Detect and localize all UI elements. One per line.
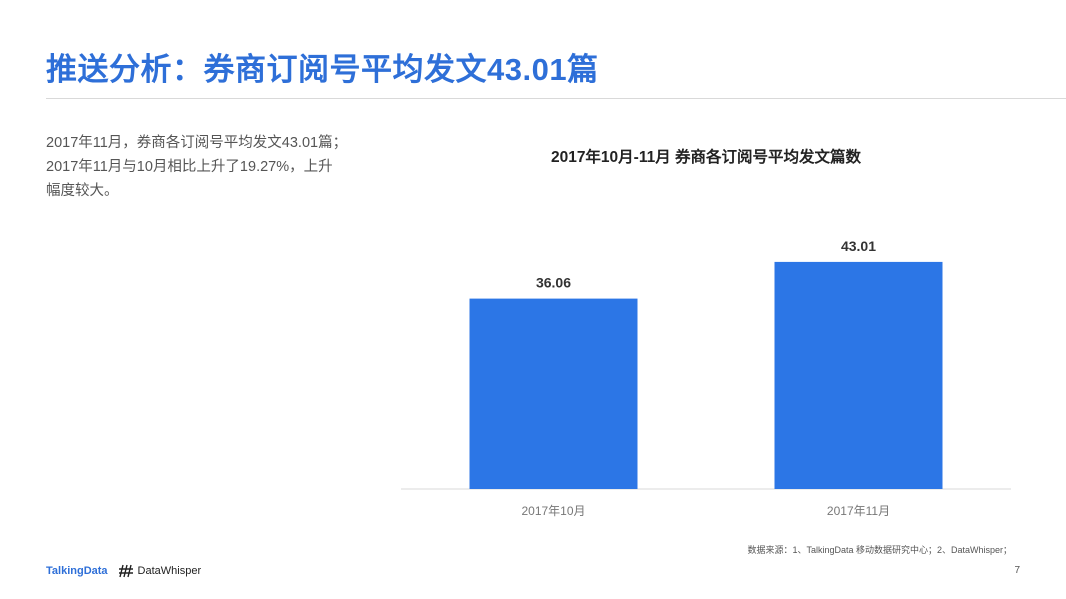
talkingdata-logo: TalkingData (46, 565, 108, 577)
chart-title: 2017年10月-11月 券商各订阅号平均发文篇数 (550, 149, 862, 166)
data-source-note: 数据来源：1、TalkingData 移动数据研究中心；2、DataWhispe… (747, 545, 1012, 555)
description: 2017年11月，券商各订阅号平均发文43.01篇； 2017年11月与10月相… (46, 131, 376, 203)
x-tick-label-2: 2017年11月 (827, 504, 890, 518)
datawhisper-logo: DataWhisper (118, 564, 202, 578)
datawhisper-logo-text: DataWhisper (137, 565, 202, 577)
bar-2 (774, 261, 943, 489)
page-title: 推送分析：券商订阅号平均发文43.01篇 (46, 52, 599, 87)
x-tick-label-1: 2017年10月 (521, 504, 585, 518)
description-line-3: 幅度较大。 (46, 183, 119, 199)
data-label-2: 43.01 (841, 238, 876, 254)
bar-1 (469, 298, 638, 489)
description-line-1: 2017年11月，券商各订阅号平均发文43.01篇； (46, 135, 348, 151)
page-number: 7 (1014, 565, 1020, 576)
bar-chart: 36.06 2017年10月 43.01 2017年11月 (401, 238, 1011, 518)
title-divider (46, 98, 1066, 99)
data-label-1: 36.06 (536, 275, 571, 291)
footer-logos: TalkingData DataWhisper (46, 563, 201, 579)
description-line-2: 2017年11月与10月相比上升了19.27%，上升 (46, 159, 333, 175)
datawhisper-mark-icon (118, 564, 133, 578)
